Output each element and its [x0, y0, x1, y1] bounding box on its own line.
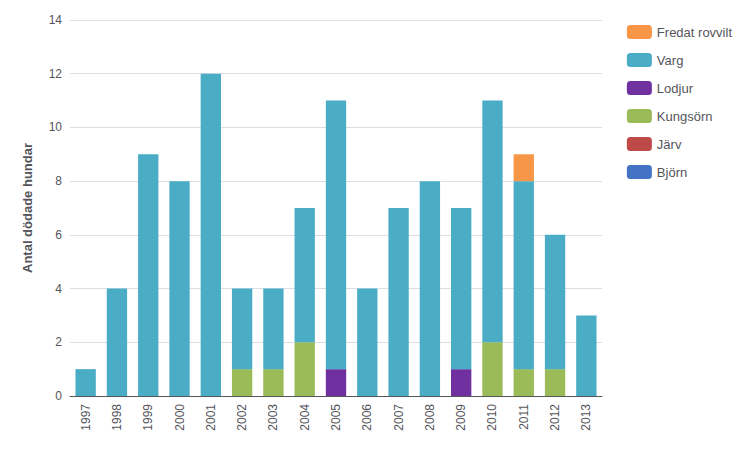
svg-text:Kungsörn: Kungsörn	[657, 109, 713, 124]
svg-text:14: 14	[49, 13, 63, 27]
svg-text:Antal dödade hundar: Antal dödade hundar	[20, 143, 35, 273]
svg-text:2013: 2013	[579, 404, 593, 431]
svg-text:1998: 1998	[110, 404, 124, 431]
svg-text:Fredat rovvilt: Fredat rovvilt	[657, 25, 733, 40]
svg-text:Lodjur: Lodjur	[657, 81, 694, 96]
svg-text:Björn: Björn	[657, 165, 687, 180]
svg-text:2: 2	[55, 335, 62, 349]
svg-text:2001: 2001	[204, 404, 218, 431]
svg-text:2009: 2009	[454, 404, 468, 431]
svg-text:8: 8	[55, 174, 62, 188]
svg-text:2010: 2010	[485, 404, 499, 431]
svg-text:2004: 2004	[298, 404, 312, 431]
svg-text:10: 10	[49, 120, 63, 134]
svg-text:4: 4	[55, 282, 62, 296]
svg-text:2011: 2011	[517, 404, 531, 430]
svg-text:2012: 2012	[548, 404, 562, 431]
svg-text:12: 12	[49, 67, 63, 81]
svg-text:Järv: Järv	[657, 137, 682, 152]
svg-text:2000: 2000	[173, 404, 187, 431]
svg-text:2007: 2007	[392, 404, 406, 431]
svg-text:2003: 2003	[266, 404, 280, 431]
svg-text:2008: 2008	[423, 404, 437, 431]
svg-text:0: 0	[55, 389, 62, 403]
svg-text:1999: 1999	[141, 404, 155, 431]
svg-text:Varg: Varg	[657, 53, 684, 68]
svg-text:2006: 2006	[360, 404, 374, 431]
svg-text:2005: 2005	[329, 404, 343, 431]
svg-text:6: 6	[55, 228, 62, 242]
svg-text:1997: 1997	[79, 404, 93, 431]
svg-text:2002: 2002	[235, 404, 249, 431]
